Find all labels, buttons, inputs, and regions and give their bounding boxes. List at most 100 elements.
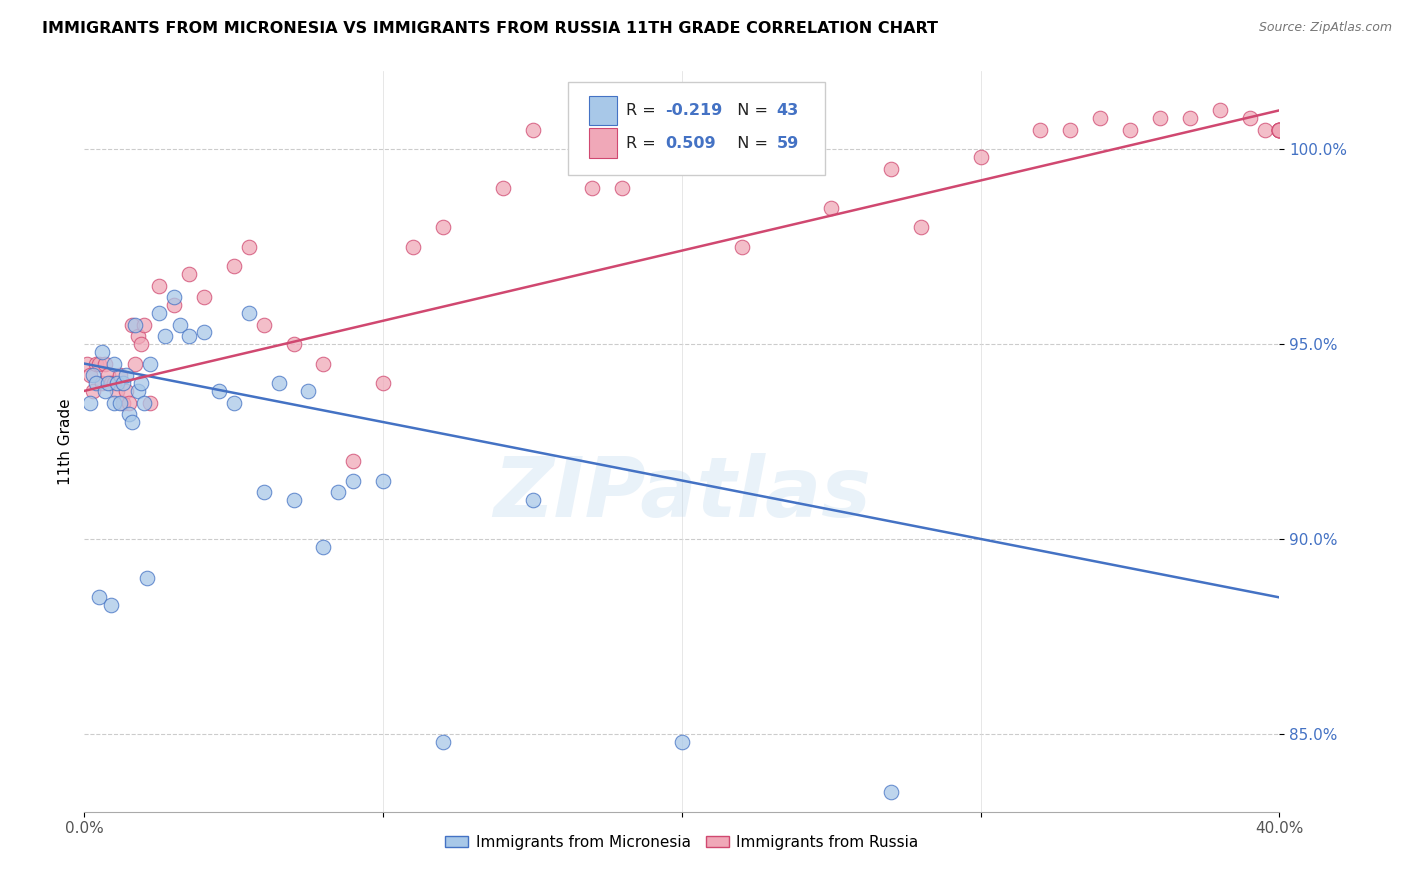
Point [129, 376, 152, 390]
Point [208, 384, 231, 398]
Point [103, 395, 125, 409]
Point [89, 591, 111, 605]
Point [820, 201, 842, 215]
Point [132, 395, 156, 409]
Point [94, 357, 117, 371]
Point [139, 395, 162, 409]
Point [118, 395, 141, 409]
Point [671, 734, 693, 748]
Point [76, 357, 98, 371]
Point [115, 368, 138, 383]
Point [267, 376, 290, 390]
Point [86, 376, 108, 390]
Point [148, 306, 170, 320]
Point [110, 395, 132, 409]
Text: R =: R = [626, 103, 661, 118]
Text: 0.509: 0.509 [665, 136, 716, 151]
Text: Source: ZipAtlas.com: Source: ZipAtlas.com [1258, 21, 1392, 34]
Point [127, 329, 149, 343]
Text: N =: N = [727, 103, 773, 118]
Point [1268, 123, 1291, 137]
Point [129, 337, 152, 351]
Point [132, 318, 156, 332]
Text: 43: 43 [776, 103, 799, 118]
Point [1253, 123, 1275, 137]
Point [283, 337, 305, 351]
Point [1029, 123, 1052, 137]
Point [97, 376, 120, 390]
Point [312, 357, 335, 371]
Point [1209, 103, 1232, 118]
Text: 59: 59 [776, 136, 799, 151]
Point [1119, 123, 1142, 137]
Point [118, 407, 141, 421]
FancyBboxPatch shape [589, 95, 617, 126]
Point [880, 785, 903, 799]
Point [105, 384, 128, 398]
Point [312, 540, 335, 554]
Point [342, 474, 364, 488]
FancyBboxPatch shape [589, 128, 617, 158]
Point [373, 376, 395, 390]
Point [671, 123, 693, 137]
Point [193, 290, 215, 304]
Point [100, 598, 122, 612]
Point [1090, 111, 1112, 125]
Point [193, 326, 215, 340]
Point [127, 384, 149, 398]
Point [402, 240, 425, 254]
Point [105, 376, 128, 390]
Point [91, 345, 114, 359]
Y-axis label: 11th Grade: 11th Grade [58, 398, 73, 485]
Point [1059, 123, 1081, 137]
Point [153, 329, 176, 343]
Point [97, 368, 120, 383]
Point [970, 150, 993, 164]
Point [880, 161, 903, 176]
Point [110, 368, 132, 383]
Point [163, 290, 186, 304]
Text: R =: R = [626, 136, 661, 151]
Point [112, 376, 135, 390]
FancyBboxPatch shape [568, 82, 825, 175]
Point [169, 318, 191, 332]
Point [1149, 111, 1171, 125]
Point [373, 474, 395, 488]
Point [432, 734, 454, 748]
Point [238, 240, 260, 254]
Point [163, 298, 186, 312]
Point [253, 318, 276, 332]
Point [432, 220, 454, 235]
Text: IMMIGRANTS FROM MICRONESIA VS IMMIGRANTS FROM RUSSIA 11TH GRADE CORRELATION CHAR: IMMIGRANTS FROM MICRONESIA VS IMMIGRANTS… [42, 21, 938, 36]
Point [222, 395, 245, 409]
Point [612, 181, 634, 195]
Point [103, 376, 125, 390]
Text: -0.219: -0.219 [665, 103, 723, 118]
Point [82, 384, 104, 398]
Point [82, 368, 104, 383]
Point [238, 306, 260, 320]
Point [1268, 123, 1291, 137]
Point [89, 357, 111, 371]
Point [253, 485, 276, 500]
Point [121, 318, 143, 332]
Point [297, 384, 319, 398]
Point [115, 384, 138, 398]
Point [103, 357, 125, 371]
Point [1268, 123, 1291, 137]
Point [342, 454, 364, 468]
Point [492, 181, 515, 195]
Point [121, 415, 143, 429]
Text: ZIPatlas: ZIPatlas [494, 453, 870, 534]
Point [1268, 123, 1291, 137]
Point [177, 329, 200, 343]
Point [910, 220, 932, 235]
Legend: Immigrants from Micronesia, Immigrants from Russia: Immigrants from Micronesia, Immigrants f… [439, 829, 925, 856]
Point [124, 318, 146, 332]
Point [112, 395, 135, 409]
Point [86, 357, 108, 371]
Point [1239, 111, 1261, 125]
Point [522, 123, 544, 137]
Point [522, 493, 544, 508]
Point [1268, 123, 1291, 137]
